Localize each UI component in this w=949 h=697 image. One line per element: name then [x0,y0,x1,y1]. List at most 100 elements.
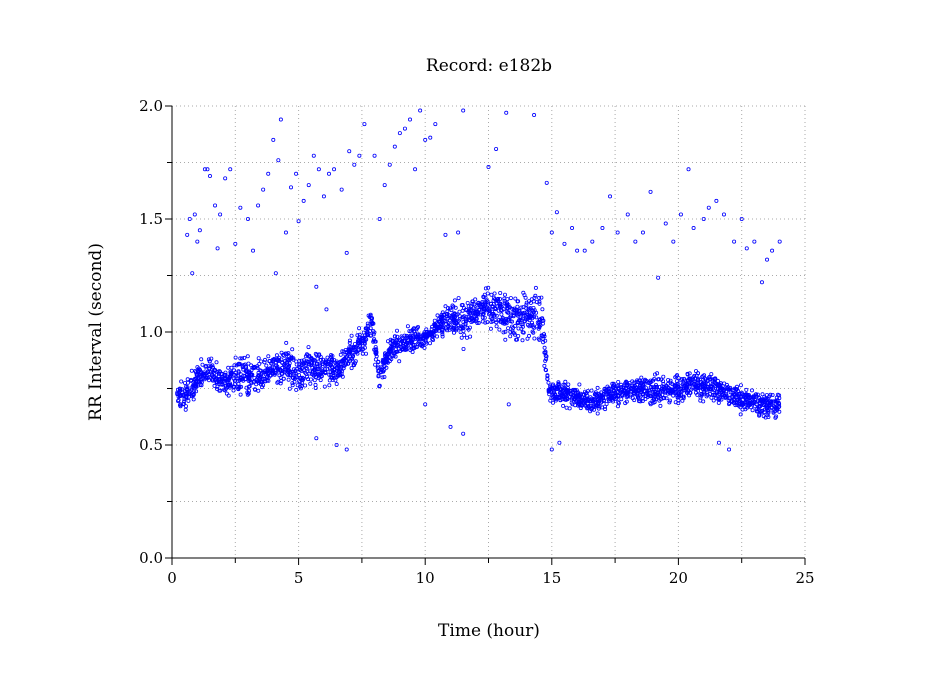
data-point [306,360,311,365]
data-point [357,326,362,331]
data-point [352,361,357,366]
data-point [481,309,486,314]
data-point [551,391,556,396]
data-point [268,366,273,371]
data-point [722,387,727,392]
data-point [307,353,312,358]
data-point [358,347,363,352]
data-point [465,300,470,305]
data-point [499,312,504,317]
data-point [525,336,530,341]
data-point [365,331,370,336]
data-point [616,400,621,405]
data-point [765,398,770,403]
data-point [420,342,425,347]
data-point [297,384,302,389]
data-point [667,400,672,405]
data-point [347,349,352,354]
data-point [546,380,551,385]
data-point [451,330,456,335]
data-point [428,331,433,336]
data-point [728,385,733,390]
data-point [285,356,290,361]
data-point [306,345,311,350]
data-point [508,296,513,301]
data-point [686,389,691,394]
outlier-point [261,187,266,192]
data-point [433,323,438,328]
data-point [363,351,368,356]
data-point [462,314,467,319]
data-point [662,395,667,400]
outlier-point [357,153,362,158]
data-point [424,341,429,346]
data-point [353,344,358,349]
data-point [489,292,494,297]
data-point [262,360,267,365]
data-point [515,321,520,326]
outlier-point [251,248,256,253]
data-point [309,357,314,362]
data-point [444,311,449,316]
data-point [347,338,352,343]
data-point [226,393,231,398]
data-point [711,398,716,403]
data-point [412,329,417,334]
data-point [382,364,387,369]
data-point [451,314,456,319]
data-point [394,349,399,354]
data-point [444,328,449,333]
data-point [562,383,567,388]
data-point [632,383,637,388]
data-point [297,358,302,363]
outlier-point [205,167,210,172]
data-point [527,324,532,329]
data-point [438,324,443,329]
data-point [387,358,392,363]
x-tick-label: 25 [795,569,814,587]
data-point [179,379,184,384]
data-point [288,369,293,374]
outlier-point [557,440,562,445]
data-point [536,336,541,341]
data-point [427,341,432,346]
outlier-point [625,212,630,217]
data-point [506,326,511,331]
data-point [543,353,548,358]
data-point [777,409,782,414]
data-point [412,342,417,347]
data-point [470,299,475,304]
outlier-point [294,171,299,176]
data-point [389,353,394,358]
data-point [601,391,606,396]
data-point [352,345,357,350]
data-point [494,313,499,318]
data-point [494,324,499,329]
data-point [316,372,321,377]
data-point [502,296,507,301]
data-point [709,372,714,377]
data-point [272,356,277,361]
data-point [216,371,221,376]
data-point [668,378,673,383]
data-point [744,387,749,392]
data-point [461,315,466,320]
data-point [635,392,640,397]
data-point [679,376,684,381]
outlier-point [344,447,349,452]
data-point [392,334,397,339]
data-point [191,397,196,402]
data-point [355,333,360,338]
data-point [366,313,371,318]
data-point [355,339,360,344]
data-point [371,339,376,344]
data-point [349,366,354,371]
data-point [299,358,304,363]
data-point [524,306,529,311]
data-point [547,388,552,393]
data-point [542,363,547,368]
data-point [661,379,666,384]
data-point [442,316,447,321]
data-point [753,399,758,404]
